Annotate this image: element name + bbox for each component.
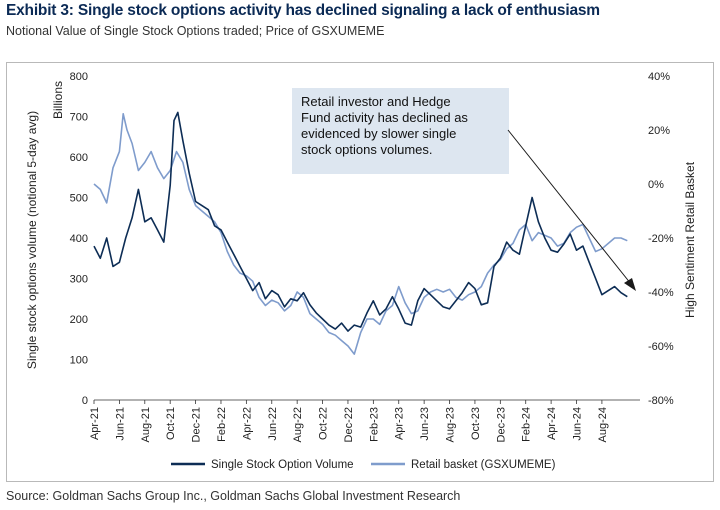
x-tick-label: Apr-22 (241, 407, 253, 440)
right-tick-label: -60% (648, 341, 674, 353)
x-tick-label: Oct-22 (318, 407, 330, 440)
chart-title: Exhibit 3: Single stock options activity… (6, 2, 600, 19)
x-tick-label: Feb-22 (216, 407, 228, 442)
left-axis-unit: Billions (51, 81, 65, 119)
x-tick-label: Jun-22 (267, 407, 279, 441)
source-note: Source: Goldman Sachs Group Inc., Goldma… (6, 489, 461, 503)
x-tick-label: Dec-22 (343, 407, 355, 442)
left-axis-title: Single stock options volume (notional 5-… (25, 111, 39, 369)
right-tick-label: 20% (648, 125, 670, 137)
left-tick-label: 100 (70, 355, 88, 367)
annotation-arrow (507, 129, 632, 285)
legend-retail-label: Retail basket (GSXUMEME) (411, 459, 556, 471)
x-tick-label: Apr-23 (394, 407, 406, 440)
annotation-text: Retail investor and Hedge Fund activity … (301, 94, 472, 157)
annotation-box (292, 88, 509, 174)
x-tick-label: Oct-21 (165, 407, 177, 440)
x-tick-label: Jun-24 (572, 407, 584, 441)
x-tick-label: Aug-21 (140, 407, 152, 442)
right-axis-title: High Sentiment Retail Basket (683, 161, 697, 318)
x-tick-label: Dec-21 (191, 407, 203, 442)
chart-frame (6, 62, 714, 482)
chart-subtitle: Notional Value of Single Stock Options t… (6, 24, 385, 38)
right-tick-label: 40% (648, 71, 670, 83)
left-tick-label: 200 (70, 314, 88, 326)
annotation-arrowhead (624, 278, 636, 291)
x-tick-label: Feb-23 (368, 407, 380, 442)
x-tick-label: Apr-24 (546, 407, 558, 440)
x-tick-label: Jun-21 (114, 407, 126, 441)
x-tick-label: Oct-23 (470, 407, 482, 440)
left-tick-label: 800 (70, 71, 88, 83)
x-tick-label: Apr-21 (89, 407, 101, 440)
x-tick-label: Jun-23 (419, 407, 431, 441)
x-tick-label: Aug-23 (445, 407, 457, 442)
retail-basket-line (93, 113, 628, 355)
left-tick-label: 700 (70, 112, 88, 124)
left-tick-label: 500 (70, 193, 88, 205)
legend-volume-label: Single Stock Option Volume (211, 459, 354, 471)
right-tick-label: -80% (648, 395, 674, 407)
single-stock-option-volume-line (93, 111, 628, 332)
x-tick-label: Aug-22 (292, 407, 304, 442)
right-tick-label: -20% (648, 233, 674, 245)
left-tick-label: 600 (70, 152, 88, 164)
left-tick-label: 300 (70, 274, 88, 286)
right-tick-label: 0% (648, 179, 664, 191)
x-tick-label: Aug-24 (597, 407, 609, 442)
left-tick-label: 0 (82, 395, 88, 407)
x-tick-label: Dec-23 (495, 407, 507, 442)
right-tick-label: -40% (648, 287, 674, 299)
x-tick-label: Feb-24 (521, 407, 533, 442)
left-tick-label: 400 (70, 233, 88, 245)
